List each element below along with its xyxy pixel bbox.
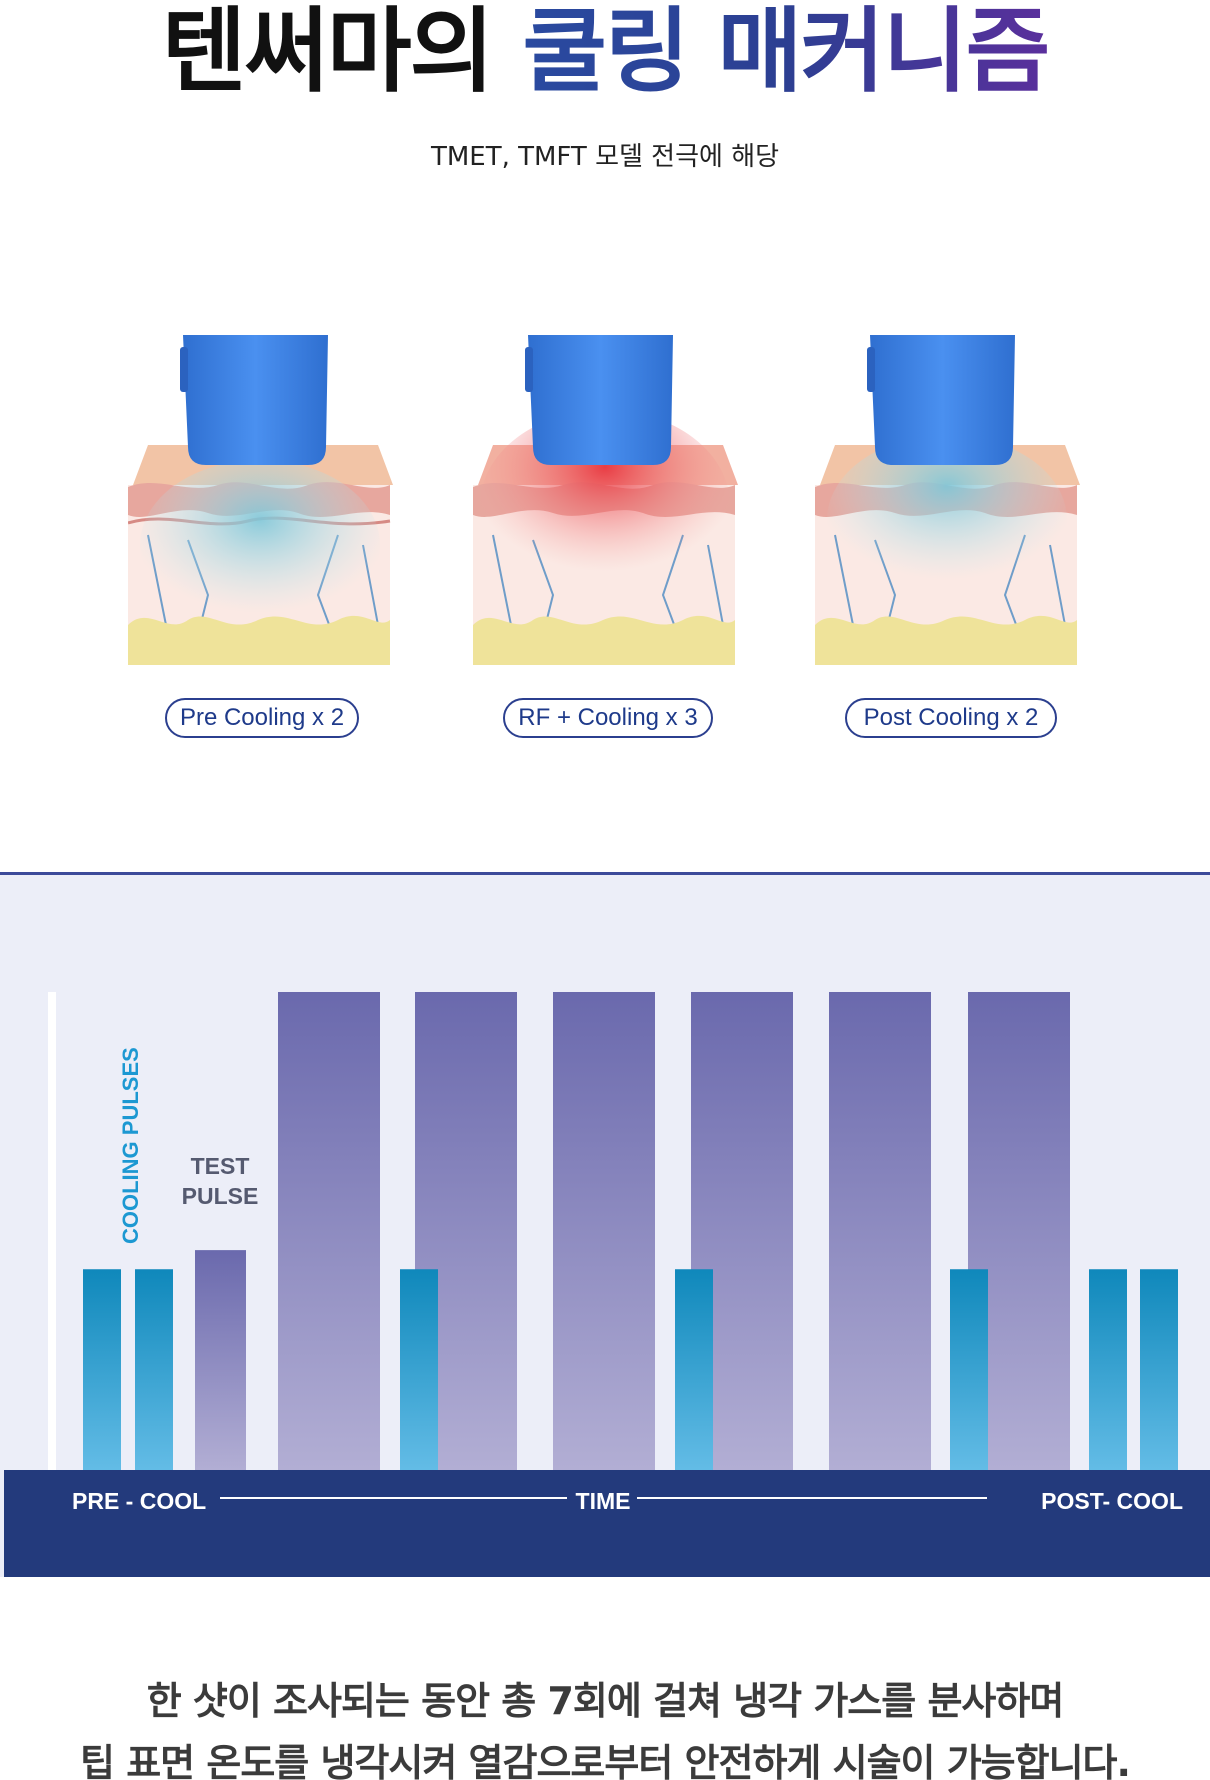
- rf-pulse-bar-5: [829, 992, 931, 1470]
- rf-pulse-bar-3: [553, 992, 655, 1470]
- test-pulse-bar: [195, 1250, 246, 1470]
- description-text: 한 샷이 조사되는 동안 총 7회에 걸쳐 냉각 가스를 분사하며 팁 표면 온…: [0, 1670, 1210, 1780]
- stage-label-post-cooling: Post Cooling x 2: [845, 698, 1057, 738]
- stage-post-cooling-illustration: [815, 335, 1085, 665]
- axis-label-pre-cool: PRE - COOL: [72, 1488, 206, 1514]
- skin-cross-section-blue: [128, 335, 393, 665]
- skin-cross-section-red: [473, 335, 738, 665]
- chart-y-axis: [48, 992, 56, 1470]
- stage-label-rf-cooling: RF + Cooling x 3: [503, 698, 713, 738]
- axis-label-post-cool: POST- COOL: [1041, 1488, 1183, 1514]
- cooling-pulse-chart: PRE - COOL TIME POST- COOL COOLING PULSE…: [0, 872, 1210, 1577]
- cooling-pulse-bar-3: [400, 1269, 438, 1470]
- title-accent-part: 쿨링 매커니즘: [522, 0, 1050, 105]
- page-title: 텐써마의 쿨링 매커니즘: [0, 0, 1210, 104]
- cooling-pulse-bar-7: [1140, 1269, 1178, 1470]
- skin-cross-section-blue-post: [815, 335, 1080, 665]
- annotation-test-pulse: TEST PULSE: [182, 1153, 259, 1209]
- cooling-pulse-chart-svg: PRE - COOL TIME POST- COOL COOLING PULSE…: [0, 872, 1210, 1577]
- cooling-pulse-bar-6: [1089, 1269, 1127, 1470]
- title-dark-part: 텐써마의: [161, 0, 495, 105]
- axis-label-time: TIME: [576, 1488, 631, 1514]
- chart-top-border: [0, 872, 1210, 875]
- cooling-pulse-bar-4: [675, 1269, 713, 1470]
- stage-rf-cooling-illustration: [473, 335, 743, 665]
- cooling-pulse-bar-2: [135, 1269, 173, 1470]
- time-axis-band: [4, 1470, 1210, 1577]
- page-subtitle: TMET, TMFT 모델 전극에 해당: [430, 142, 780, 172]
- cooling-pulse-bar-5: [950, 1269, 988, 1470]
- cooling-pulse-bar-1: [83, 1269, 121, 1470]
- rf-pulse-bar-1: [278, 992, 380, 1470]
- description-line-1: 한 샷이 조사되는 동안 총 7회에 걸쳐 냉각 가스를 분사하며: [146, 1679, 1065, 1723]
- stage-pre-cooling-illustration: [128, 335, 398, 665]
- stage-label-pre-cooling: Pre Cooling x 2: [165, 698, 359, 738]
- annotation-cooling-pulses: COOLING PULSES: [118, 1047, 143, 1244]
- description-line-2: 팁 표면 온도를 냉각시켜 열감으로부터 안전하게 시술이 가능합니다.: [80, 1741, 1131, 1780]
